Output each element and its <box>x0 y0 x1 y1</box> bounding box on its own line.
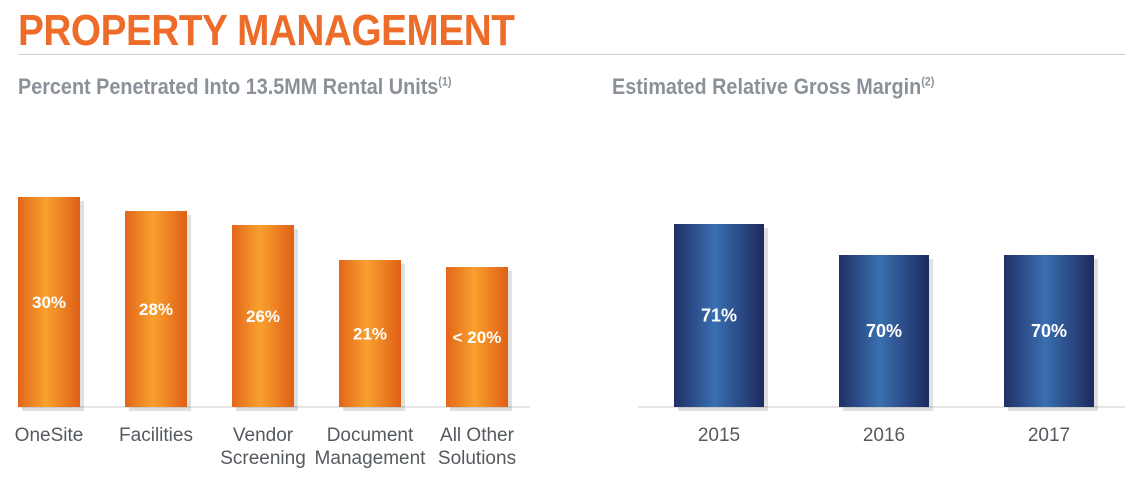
title-divider <box>18 54 1125 55</box>
margin-chart-title: Estimated Relative Gross Margin(2) <box>612 74 934 100</box>
penetration-data-label: 30% <box>32 293 66 312</box>
penetration-category-label: Document <box>327 425 414 446</box>
penetration-bar <box>18 197 80 407</box>
penetration-data-label: 21% <box>353 325 387 344</box>
penetration-bar <box>232 225 294 407</box>
page-title: PROPERTY MANAGEMENT <box>18 6 515 55</box>
penetration-chart-title-text: Percent Penetrated Into 13.5MM Rental Un… <box>18 74 439 99</box>
margin-data-label: 71% <box>701 306 737 326</box>
penetration-bar <box>446 267 508 407</box>
penetration-category-label: OneSite <box>15 425 84 446</box>
penetration-category-label: Solutions <box>438 448 516 469</box>
footnote-1: (1) <box>438 74 452 89</box>
penetration-chart-title: Percent Penetrated Into 13.5MM Rental Un… <box>18 74 452 100</box>
margin-data-label: 70% <box>866 321 902 341</box>
penetration-category-label: Vendor <box>233 425 294 446</box>
penetration-category-label: All Other <box>440 425 515 446</box>
penetration-category-label: Screening <box>220 448 306 469</box>
penetration-data-label: 26% <box>246 307 280 326</box>
footnote-2: (2) <box>921 74 935 89</box>
margin-chart-title-text: Estimated Relative Gross Margin <box>612 74 922 99</box>
penetration-bar <box>125 211 187 407</box>
margin-category-label: 2015 <box>698 425 740 446</box>
margin-bar <box>674 224 764 407</box>
penetration-category-label: Facilities <box>119 425 193 446</box>
margin-bar <box>1004 255 1094 407</box>
penetration-data-label: < 20% <box>453 328 502 347</box>
margin-category-label: 2016 <box>863 425 905 446</box>
penetration-data-label: 28% <box>139 300 173 319</box>
margin-bar <box>839 255 929 407</box>
penetration-bar <box>339 260 401 407</box>
margin-data-label: 70% <box>1031 321 1067 341</box>
penetration-category-label: Management <box>315 448 427 469</box>
margin-category-label: 2017 <box>1028 425 1070 446</box>
